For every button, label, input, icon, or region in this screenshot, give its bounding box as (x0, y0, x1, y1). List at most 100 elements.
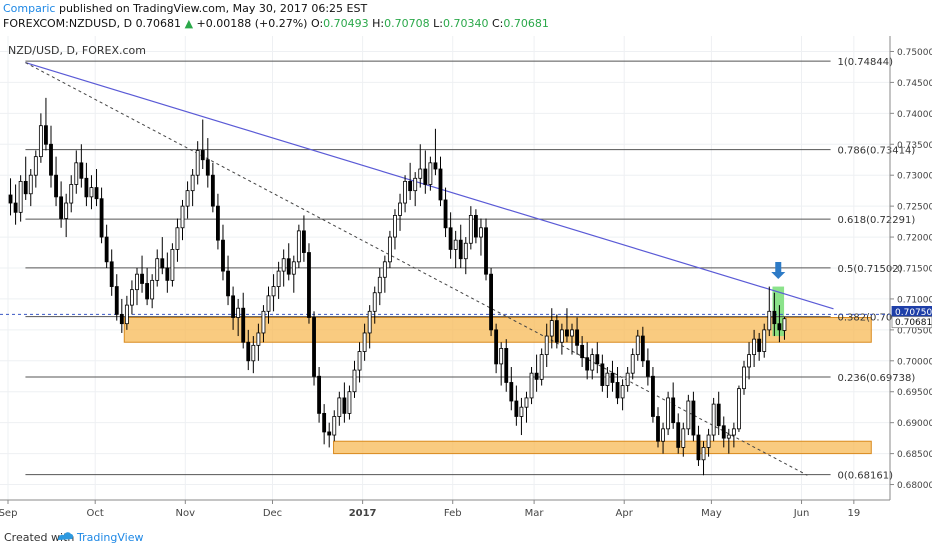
high-value: 0.70708 (384, 17, 430, 30)
candle (84, 162, 89, 207)
candle (79, 144, 84, 188)
candle-body (438, 168, 443, 201)
candle (539, 348, 544, 386)
candle (145, 268, 150, 306)
candle-body (8, 194, 13, 204)
candle (210, 162, 215, 213)
candle-body (590, 354, 595, 371)
author-link[interactable]: Comparic (3, 2, 56, 15)
candle (742, 360, 746, 395)
fib-label: 0.618(0.72291) (837, 215, 915, 226)
candle (33, 150, 38, 188)
candle (570, 323, 574, 355)
candle (706, 428, 711, 457)
candle (428, 156, 433, 191)
candle (575, 317, 579, 355)
candle-body (433, 162, 438, 170)
x-tick-label: 19 (847, 508, 860, 519)
y-tick-label: 0.72500 (897, 203, 932, 213)
candle-body (271, 286, 276, 297)
candle-body (307, 252, 311, 318)
candle (114, 274, 119, 321)
candle (600, 354, 605, 392)
candle-body (565, 329, 569, 337)
fib-label: 0.786(0.73414) (837, 146, 915, 157)
candle (463, 237, 468, 275)
y-tick-label: 0.72000 (897, 234, 932, 244)
candle-body (706, 434, 711, 448)
candle-body (468, 215, 473, 244)
candle-body (767, 310, 772, 331)
candle (104, 224, 109, 268)
candle-body (69, 184, 74, 204)
candle-body (494, 329, 499, 365)
close-value: 0.70681 (503, 17, 549, 30)
candle-body (180, 205, 185, 229)
candle (8, 178, 13, 216)
candle-body (155, 258, 160, 281)
candle-body (322, 412, 327, 433)
candle (711, 397, 716, 442)
candle (524, 391, 529, 423)
candle (438, 156, 443, 207)
down-arrow-icon (771, 262, 786, 280)
price-marker-label: 0.70681 (895, 318, 932, 328)
fib-label: 0(0.68161) (837, 471, 893, 482)
candle (448, 212, 453, 259)
candle-body (150, 279, 155, 300)
candle (377, 268, 382, 306)
candle-body (418, 168, 423, 179)
candle (534, 354, 539, 392)
candle (28, 169, 33, 207)
candle-body (595, 354, 600, 365)
candle (291, 255, 296, 293)
candle-body (509, 382, 514, 402)
x-tick-label: Dec (263, 508, 282, 519)
candle (701, 441, 706, 476)
x-tick-label: Oct (87, 508, 104, 519)
candle (327, 422, 332, 448)
candle (130, 280, 134, 315)
candle (332, 410, 337, 442)
candle-body (221, 239, 225, 272)
candle (307, 243, 311, 324)
candle (418, 144, 423, 188)
candle-body (782, 318, 787, 331)
price-chart[interactable]: 1(0.74844) 0.786(0.73414) 0.618(0.72291) 0.… (0, 36, 932, 526)
candle (473, 209, 478, 244)
candle-body (651, 375, 655, 417)
x-tick-label: Feb (444, 508, 462, 519)
tradingview-brand[interactable]: TradingView (77, 531, 144, 544)
candle-body (772, 310, 777, 325)
candle-body (544, 335, 549, 356)
candle (362, 323, 367, 361)
candle (150, 274, 155, 309)
created-with-text: Created with (4, 531, 75, 544)
candle (231, 286, 236, 330)
candle (651, 366, 655, 423)
candle-body (367, 310, 372, 334)
candle-body (398, 202, 402, 216)
candle-body (570, 329, 574, 337)
fib-label: 1(0.74844) (837, 57, 893, 68)
candle-body (554, 320, 559, 343)
candle-body (49, 143, 53, 176)
symbol-label: FOREXCOM:NZDUSD, D (3, 17, 133, 30)
candle-body (448, 227, 453, 250)
candle (403, 175, 407, 213)
candle (18, 175, 23, 222)
candle (479, 218, 483, 256)
low-label: L: (433, 17, 443, 30)
candle (276, 261, 281, 299)
trend-lines (0, 62, 890, 476)
candle-body (499, 348, 504, 365)
candle-body (251, 344, 256, 362)
candle-body (119, 313, 124, 325)
candle-body (200, 150, 205, 161)
candle (200, 119, 205, 170)
trendline (25, 62, 834, 310)
candle (226, 255, 230, 306)
candle (656, 407, 660, 448)
ohlc-line: FOREXCOM:NZDUSD, D 0.70681 ▲ +0.00188 (+… (3, 17, 549, 30)
candle (580, 336, 585, 367)
